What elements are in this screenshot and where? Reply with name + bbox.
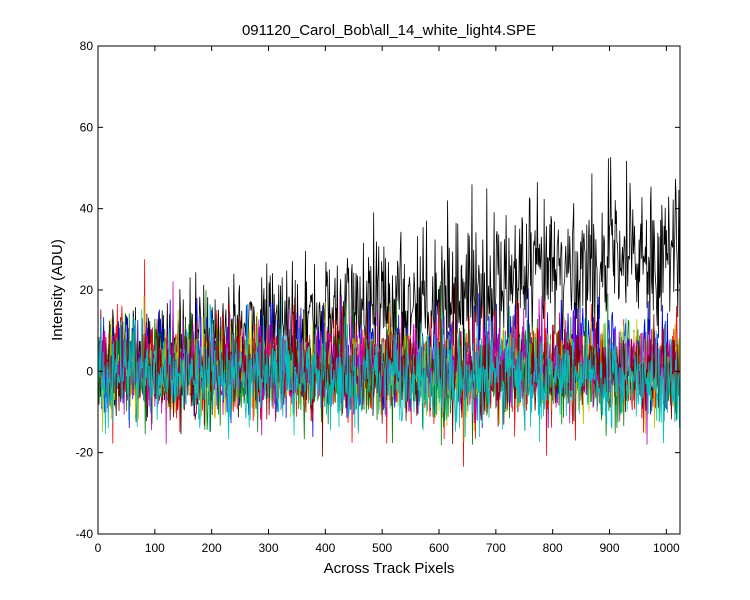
y-tick-label: 60 — [80, 120, 94, 134]
y-tick-label: 20 — [80, 283, 94, 297]
x-tick-label: 700 — [486, 541, 506, 555]
x-tick-label: 200 — [202, 541, 222, 555]
chart-title: 091120_Carol_Bob\all_14_white_light4.SPE — [242, 22, 536, 39]
x-tick-label: 900 — [600, 541, 620, 555]
x-tick-label: 500 — [372, 541, 392, 555]
series-group — [98, 157, 680, 467]
x-tick-label: 400 — [315, 541, 335, 555]
series-line — [98, 282, 680, 457]
x-tick-label: 0 — [95, 541, 102, 555]
y-tick-label: 80 — [80, 39, 94, 53]
x-tick-label: 800 — [543, 541, 563, 555]
y-tick-label: -20 — [76, 446, 94, 460]
y-axis-label: Intensity (ADU) — [49, 239, 66, 341]
y-tick-label: 0 — [86, 364, 93, 378]
series-line — [98, 298, 680, 444]
y-axis-ticks: -40 -20 0 20 40 60 80 — [76, 39, 680, 541]
x-axis-label: Across Track Pixels — [324, 560, 455, 577]
x-axis-ticks: 0 100 200 300 400 500 600 700 800 900 1000 — [95, 46, 680, 555]
x-tick-label: 100 — [145, 541, 165, 555]
x-tick-label: 300 — [258, 541, 278, 555]
x-tick-label: 600 — [429, 541, 449, 555]
y-tick-label: -40 — [76, 527, 94, 541]
y-tick-label: 40 — [80, 202, 94, 216]
x-tick-label: 1000 — [653, 541, 680, 555]
